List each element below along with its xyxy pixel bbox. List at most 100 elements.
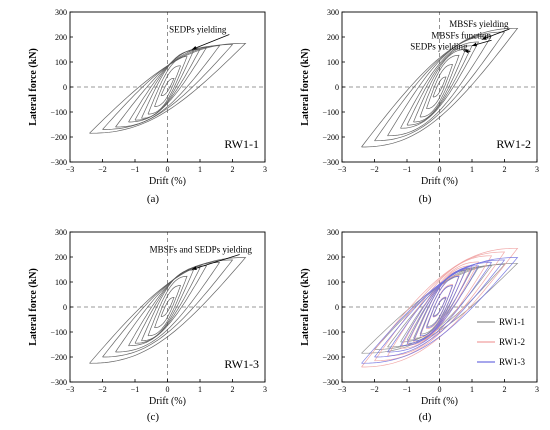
x-tick-label: 0 — [438, 165, 442, 174]
x-tick-label: 3 — [263, 165, 267, 174]
specimen-label: RW1-3 — [224, 357, 259, 371]
hysteresis-loop — [432, 76, 447, 98]
legend-entry: RW1-3 — [499, 357, 525, 367]
x-tick-label: 2 — [503, 385, 507, 394]
x-tick-label: −3 — [338, 165, 347, 174]
chart-panel: −3 −2 −1 0 1 2 3 300 200 100 0 −100 −200 −300 Drift (%… — [300, 8, 539, 205]
y-tick-label: 100 — [327, 58, 339, 67]
y-tick-label: −200 — [50, 133, 67, 142]
legend-entry: RW1-2 — [499, 337, 525, 347]
y-tick-label: −100 — [322, 328, 339, 337]
x-tick-label: 1 — [198, 165, 202, 174]
hysteresis-loop — [89, 257, 247, 364]
annotation-arrowhead — [191, 266, 197, 270]
y-tick-label: −100 — [322, 108, 339, 117]
x-tick-label: −2 — [370, 385, 379, 394]
y-tick-label: 300 — [55, 8, 67, 17]
y-tick-label: 300 — [327, 8, 339, 17]
x-tick-label: −3 — [66, 165, 75, 174]
panel-label: (d) — [419, 411, 432, 423]
panel-label: (b) — [419, 193, 432, 205]
annotation-arrow — [481, 28, 510, 40]
y-tick-label: −300 — [322, 158, 339, 167]
x-tick-label: 2 — [503, 165, 507, 174]
chart-panel: −3 −2 −1 0 1 2 3 300 200 100 0 −100 −200 −300 Drift (%… — [300, 228, 539, 423]
series-loops — [89, 257, 247, 364]
y-tick-label: 200 — [55, 253, 67, 262]
y-tick-label: −200 — [322, 133, 339, 142]
annotation-text: SEDPs yielding — [169, 25, 227, 35]
hysteresis-loop — [361, 257, 519, 364]
x-tick-label: 1 — [198, 385, 202, 394]
x-tick-label: −3 — [66, 385, 75, 394]
y-tick-label: −300 — [50, 158, 67, 167]
x-tick-label: −2 — [98, 165, 107, 174]
hysteresis-loop — [154, 65, 181, 107]
x-axis-label: Drift (%) — [149, 176, 186, 187]
hysteresis-loop — [147, 275, 188, 337]
series-loops — [89, 42, 247, 134]
annotation-text: SEDPs yielding — [410, 42, 468, 52]
y-tick-label: −200 — [50, 353, 67, 362]
x-tick-label: 1 — [470, 385, 474, 394]
panel-label: (c) — [147, 411, 160, 423]
y-tick-label: 300 — [55, 228, 67, 237]
y-tick-label: 0 — [63, 83, 67, 92]
x-tick-label: −3 — [338, 385, 347, 394]
hysteresis-loop — [413, 49, 467, 123]
y-tick-label: 200 — [327, 33, 339, 42]
y-tick-label: −300 — [322, 378, 339, 387]
x-tick-label: 2 — [231, 165, 235, 174]
hysteresis-loop — [115, 262, 221, 353]
hysteresis-loop — [102, 44, 234, 130]
hysteresis-loop — [154, 285, 181, 329]
y-tick-label: 0 — [335, 83, 339, 92]
specimen-label: RW1-2 — [496, 137, 531, 151]
annotation-text: MBSFs yielding — [449, 19, 509, 29]
hysteresis-loop — [387, 262, 493, 353]
chart-panel: −3 −2 −1 0 1 2 3 300 200 100 0 −100 −200 −300 Drift (%… — [28, 8, 267, 205]
y-tick-label: −100 — [50, 328, 67, 337]
hysteresis-loop — [426, 285, 453, 329]
y-axis-label: Lateral force (kN) — [300, 48, 311, 126]
y-axis-label: Lateral force (kN) — [300, 268, 311, 346]
hysteresis-loop — [400, 261, 480, 349]
specimen-label: RW1-1 — [224, 137, 259, 151]
y-tick-label: 200 — [55, 33, 67, 42]
x-axis-label: Drift (%) — [149, 396, 186, 407]
x-tick-label: −1 — [131, 165, 140, 174]
y-tick-label: 200 — [327, 253, 339, 262]
y-tick-label: −200 — [322, 353, 339, 362]
hysteresis-loop — [89, 42, 247, 134]
hysteresis-loop — [147, 56, 188, 115]
x-tick-label: 0 — [166, 385, 170, 394]
hysteresis-loop — [400, 41, 480, 129]
x-tick-label: 2 — [231, 385, 235, 394]
annotation-arrowhead — [191, 45, 197, 50]
x-tick-label: 0 — [166, 165, 170, 174]
hysteresis-loop — [432, 297, 447, 317]
x-tick-label: −1 — [403, 165, 412, 174]
annotation-arrowhead — [481, 36, 487, 40]
x-tick-label: 3 — [535, 385, 539, 394]
x-tick-label: 1 — [470, 165, 474, 174]
hysteresis-loop — [361, 27, 519, 148]
annotation-text: MBSFs and SEDPs yielding — [150, 245, 253, 255]
annotation-arrowhead — [463, 49, 469, 54]
hysteresis-loop — [160, 77, 175, 97]
y-tick-label: 300 — [327, 228, 339, 237]
y-tick-label: 100 — [55, 58, 67, 67]
hysteresis-loop — [115, 45, 221, 128]
x-tick-label: 3 — [263, 385, 267, 394]
hysteresis-loop — [374, 31, 506, 142]
y-axis-label: Lateral force (kN) — [28, 268, 39, 346]
hysteresis-loop — [361, 247, 519, 368]
annotation-arrow — [191, 34, 230, 50]
annotation-arrow — [191, 254, 240, 270]
y-tick-label: 0 — [335, 303, 339, 312]
hysteresis-loop — [374, 264, 506, 350]
hysteresis-loop — [102, 259, 234, 358]
y-axis-label: Lateral force (kN) — [28, 48, 39, 126]
legend-entry: RW1-1 — [499, 317, 525, 327]
